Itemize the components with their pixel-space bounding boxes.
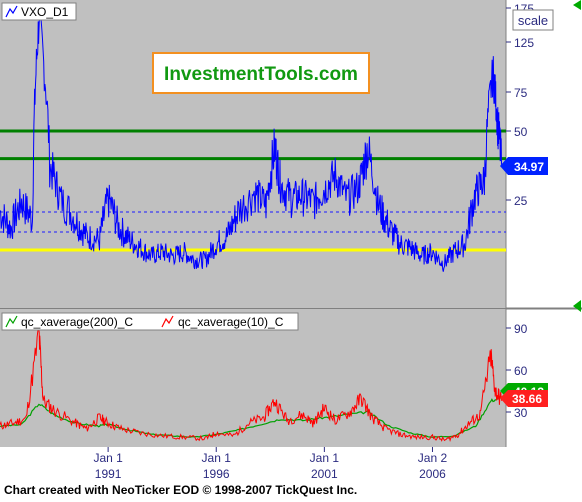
x-tick-label-1: Jan 1 <box>202 451 232 465</box>
scroll-up-marker[interactable] <box>573 0 581 10</box>
price-panel[interactable] <box>0 0 506 307</box>
avg-y-tick-60: 60 <box>514 364 528 378</box>
title-box <box>1 2 77 21</box>
scale-button[interactable] <box>512 9 554 31</box>
last-value-vxo: 34.97 <box>514 160 544 174</box>
average-panel[interactable] <box>0 310 506 447</box>
last-value-avg10: 38.66 <box>512 392 542 406</box>
avg-y-tick-30: 30 <box>514 406 528 420</box>
avg10-series-line <box>0 329 503 443</box>
x-tick-year-0: 1991 <box>95 467 122 481</box>
footer-credit: Chart created with NeoTicker EOD © 1998-… <box>4 483 357 497</box>
avg200-series-line <box>0 397 502 438</box>
avg200-legend-icon <box>5 315 18 328</box>
watermark-box <box>152 52 370 94</box>
x-tick-label-2: Jan 1 <box>310 451 340 465</box>
line-series-icon <box>5 5 18 18</box>
legend-avg200: qc_xaverage(200)_C <box>21 315 133 329</box>
watermark-text: InvestmentTools.com <box>164 64 358 85</box>
x-tick-label-3: Jan 2 <box>418 451 448 465</box>
x-tick-label-0: Jan 1 <box>93 451 123 465</box>
vxo-series-line <box>0 12 503 272</box>
chart-title: VXO_D1 <box>21 5 69 19</box>
x-tick-year-2: 2001 <box>311 467 338 481</box>
last-value-tag-avg10: 38.66 <box>500 390 548 407</box>
price-y-tick-75: 75 <box>514 86 528 100</box>
legend-avg10: qc_xaverage(10)_C <box>178 315 284 329</box>
avg-y-tick-90: 90 <box>514 322 528 336</box>
scale-button-label: scale <box>518 13 548 28</box>
x-tick-year-1: 1996 <box>203 467 230 481</box>
x-tick-year-3: 2006 <box>419 467 446 481</box>
price-y-tick-50: 50 <box>514 125 528 139</box>
price-y-tick-125: 125 <box>514 36 534 50</box>
last-value-tag-vxo: 34.97 <box>500 157 548 175</box>
price-y-tick-25: 25 <box>514 194 528 208</box>
legend-box <box>1 312 299 331</box>
avg10-legend-icon <box>161 315 174 328</box>
scroll-down-marker[interactable] <box>573 300 581 312</box>
